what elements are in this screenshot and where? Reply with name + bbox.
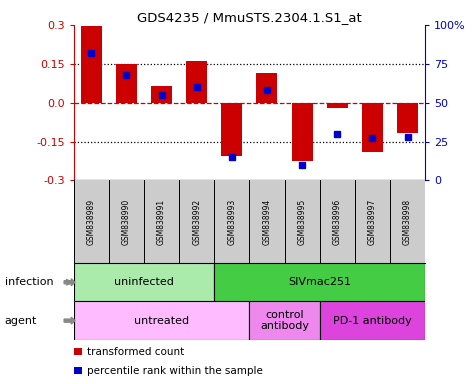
Text: GSM838994: GSM838994 (263, 199, 271, 245)
Text: GSM838995: GSM838995 (298, 199, 306, 245)
Bar (249, 301, 320, 340)
Bar (74, 263, 214, 301)
Bar (327, 103, 348, 108)
Bar (74, 301, 249, 340)
Bar (151, 86, 172, 103)
Bar (81, 26, 102, 103)
Text: SIVmac251: SIVmac251 (288, 277, 351, 287)
Text: GSM838990: GSM838990 (122, 199, 131, 245)
Text: infection: infection (5, 277, 53, 287)
Bar (256, 73, 277, 103)
Text: untreated: untreated (134, 316, 189, 326)
Text: GSM838997: GSM838997 (368, 199, 377, 245)
Text: PD-1 antibody: PD-1 antibody (333, 316, 412, 326)
Text: GSM838993: GSM838993 (228, 199, 236, 245)
Bar (221, 103, 242, 156)
Text: GSM838996: GSM838996 (333, 199, 342, 245)
Text: GSM838992: GSM838992 (192, 199, 201, 245)
Text: GSM838991: GSM838991 (157, 199, 166, 245)
Text: GSM838989: GSM838989 (87, 199, 95, 245)
Text: percentile rank within the sample: percentile rank within the sample (87, 366, 263, 376)
Bar (186, 61, 207, 103)
Title: GDS4235 / MmuSTS.2304.1.S1_at: GDS4235 / MmuSTS.2304.1.S1_at (137, 11, 362, 24)
Text: transformed count: transformed count (87, 347, 184, 357)
Text: control
antibody: control antibody (260, 310, 309, 331)
Text: GSM838998: GSM838998 (403, 199, 412, 245)
Bar (397, 103, 418, 132)
Bar (292, 103, 313, 161)
Bar (116, 65, 137, 103)
Text: uninfected: uninfected (114, 277, 174, 287)
Bar (320, 301, 425, 340)
Bar (362, 103, 383, 152)
Text: agent: agent (5, 316, 37, 326)
Bar (214, 263, 425, 301)
